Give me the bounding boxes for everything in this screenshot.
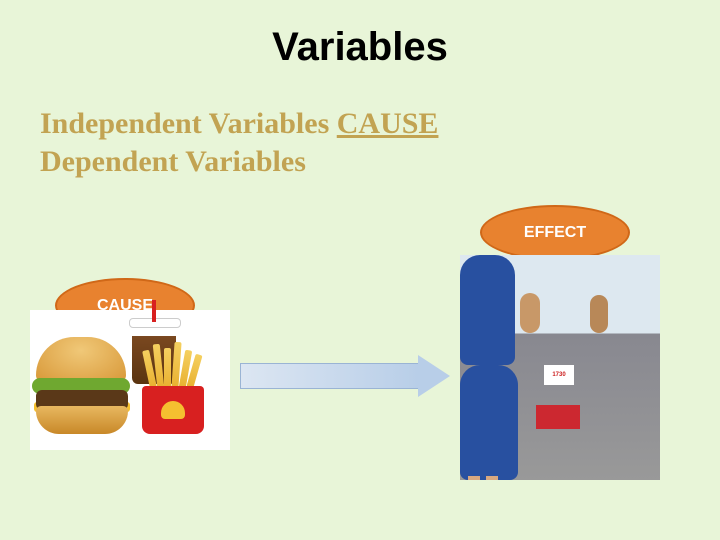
helper-left <box>460 255 515 365</box>
helper-right <box>460 365 518 480</box>
runner-shorts <box>536 405 580 429</box>
burger-bun-bottom <box>36 406 128 434</box>
fries <box>146 344 200 388</box>
runners-image: 1730 <box>460 255 660 480</box>
subtitle-part-1: Independent Variables <box>40 107 337 140</box>
slide-title: Variables <box>0 0 720 70</box>
slide-subtitle: Independent Variables CAUSE Dependent Va… <box>0 70 720 180</box>
bg-person-2 <box>590 295 608 333</box>
burger-bun-top <box>36 337 126 382</box>
effect-badge: EFFECT <box>480 205 630 260</box>
bg-person-1 <box>520 293 540 333</box>
food-group <box>36 332 224 442</box>
fast-food-image <box>30 310 230 450</box>
arrow-body <box>240 363 420 389</box>
subtitle-part-2: Dependent Variables <box>40 145 306 178</box>
cause-arrow <box>240 355 450 397</box>
fries-box <box>142 386 204 434</box>
arrow-head <box>418 355 450 397</box>
runner-bib: 1730 <box>544 365 574 385</box>
subtitle-underlined-cause: CAUSE <box>337 107 439 140</box>
